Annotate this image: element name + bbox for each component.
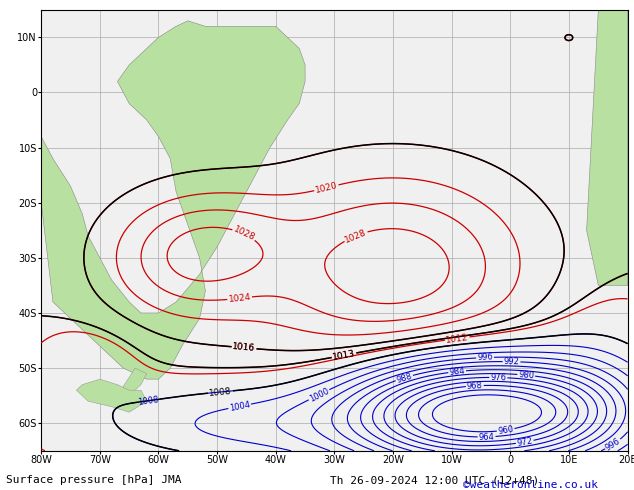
Polygon shape: [117, 368, 146, 396]
Text: 964: 964: [479, 432, 495, 441]
Text: ©weatheronline.co.uk: ©weatheronline.co.uk: [463, 480, 598, 490]
Text: 1020: 1020: [314, 181, 339, 195]
Text: 1016: 1016: [232, 343, 256, 353]
Text: 996: 996: [604, 436, 622, 452]
Polygon shape: [76, 379, 146, 412]
Text: 984: 984: [449, 366, 465, 377]
Text: 980: 980: [518, 370, 534, 380]
Text: 1024: 1024: [228, 293, 252, 304]
Text: 1028: 1028: [344, 227, 368, 245]
Text: 1000: 1000: [307, 386, 330, 403]
Text: 996: 996: [477, 353, 493, 363]
Text: 972: 972: [516, 436, 533, 448]
Text: Surface pressure [hPa] JMA: Surface pressure [hPa] JMA: [6, 475, 182, 485]
Text: 1008: 1008: [138, 395, 160, 407]
Text: 1013: 1013: [332, 349, 356, 362]
Polygon shape: [586, 10, 628, 285]
Text: 1013: 1013: [332, 349, 356, 362]
Polygon shape: [36, 21, 305, 379]
Text: Th 26-09-2024 12:00 UTC (12+48): Th 26-09-2024 12:00 UTC (12+48): [330, 475, 539, 485]
Text: 1012: 1012: [445, 333, 469, 344]
Text: 1008: 1008: [209, 387, 233, 397]
Text: 960: 960: [497, 424, 514, 436]
Text: 1004: 1004: [228, 400, 251, 413]
Text: 976: 976: [490, 373, 507, 382]
Text: 992: 992: [503, 357, 519, 367]
Text: 968: 968: [467, 381, 483, 391]
Text: 988: 988: [396, 371, 413, 385]
Text: 1016: 1016: [232, 343, 256, 353]
Text: 1028: 1028: [232, 225, 256, 243]
